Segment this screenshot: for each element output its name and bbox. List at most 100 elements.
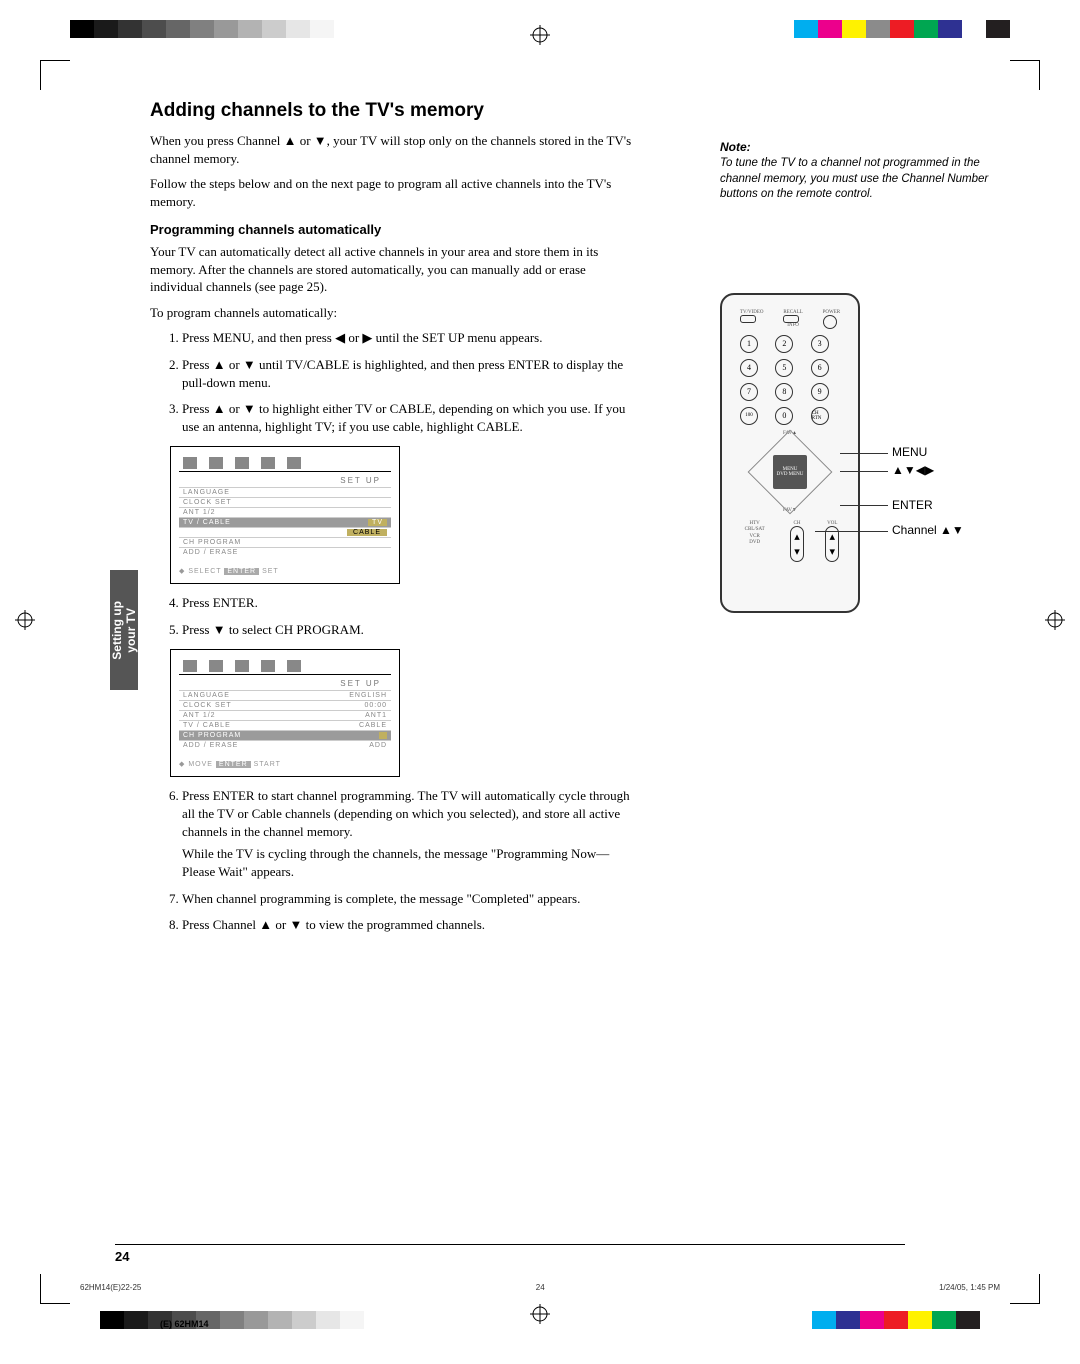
remote-button — [740, 315, 756, 323]
registration-mark — [530, 1304, 550, 1324]
osd-footer-label: SELECT — [188, 568, 221, 575]
chapter-tab-label: Setting upyour TV — [110, 601, 139, 660]
intro-text: When you press Channel ▲ or ▼, your TV w… — [150, 132, 640, 167]
step-item: Press ENTER. — [182, 594, 640, 612]
footer-meta: 62HM14(E)22-25 24 1/24/05, 1:45 PM — [80, 1283, 1000, 1292]
osd-header: SET UP — [179, 476, 391, 485]
footer-page: 24 — [536, 1283, 545, 1292]
remote-number-button: 1 — [740, 335, 758, 353]
remote-number-button: 4 — [740, 359, 758, 377]
body-text: Your TV can automatically detect all act… — [150, 243, 640, 296]
remote-number-button: 3 — [811, 335, 829, 353]
osd-tab-icon — [183, 660, 197, 672]
crop-mark — [1010, 1274, 1040, 1304]
section-subtitle: Programming channels automatically — [150, 222, 640, 237]
osd-row: CLOCK SET — [179, 497, 391, 507]
osd-footer: ◆ SELECT ENTER SET — [179, 567, 391, 575]
osd-screenshot: SET UP LANGUAGECLOCK SETANT 1/2TV / CABL… — [170, 446, 400, 584]
menu-button: MENUDVD MENU — [773, 455, 807, 489]
step-item: Press Channel ▲ or ▼ to view the program… — [182, 916, 640, 934]
osd-row: LANGUAGEENGLISH — [179, 690, 391, 700]
osd-footer: ◆ MOVE ENTER START — [179, 760, 391, 768]
osd-row: TV / CABLETV — [179, 517, 391, 527]
steps-list: Press ENTER. Press ▼ to select CH PROGRA… — [182, 594, 640, 638]
osd-header: SET UP — [179, 679, 391, 688]
step-item: Press ENTER to start channel programming… — [182, 787, 640, 882]
osd-tab-icon — [235, 457, 249, 469]
step-item: Press ▲ or ▼ to highlight either TV or C… — [182, 400, 640, 436]
callout-line — [840, 505, 888, 506]
note-block: Note: To tune the TV to a channel not pr… — [720, 140, 1000, 203]
remote-btn-label: INFO — [783, 323, 802, 328]
registration-mark — [1045, 610, 1065, 630]
steps-list: Press ENTER to start channel programming… — [182, 787, 640, 934]
callout-label: ENTER — [892, 498, 933, 512]
power-button — [823, 315, 837, 329]
remote-label: CH — [790, 521, 804, 526]
remote-number-button: CH RTN — [811, 407, 829, 425]
osd-screenshot: SET UP LANGUAGEENGLISHCLOCK SET00:00ANT … — [170, 649, 400, 777]
chapter-tab: Setting upyour TV — [110, 570, 138, 690]
remote-btn-label: POWER — [823, 310, 841, 315]
remote-mode-label: HTVCBL/SATVCRDVD — [741, 521, 769, 547]
osd-tab-icon — [287, 660, 301, 672]
osd-row: ADD / ERASE — [179, 547, 391, 557]
callout-line — [840, 453, 888, 454]
note-text: To tune the TV to a channel not programm… — [720, 156, 1000, 203]
steps-list: Press MENU, and then press ◀ or ▶ until … — [182, 329, 640, 436]
step-item: When channel programming is complete, th… — [182, 890, 640, 908]
footer-date: 1/24/05, 1:45 PM — [939, 1283, 1000, 1292]
osd-tab-icon — [183, 457, 197, 469]
remote-button — [783, 315, 799, 323]
remote-diagram: TV/VIDEO RECALLINFO POWER 1234567891000C… — [720, 293, 1000, 613]
osd-row: TV / CABLECABLE — [179, 720, 391, 730]
remote-number-button: 2 — [775, 335, 793, 353]
step-subnote: While the TV is cycling through the chan… — [182, 845, 640, 881]
callout-label: Channel ▲▼ — [892, 523, 964, 537]
note-label: Note: — [720, 140, 1000, 154]
osd-tab-icon — [261, 660, 275, 672]
osd-tab-icon — [209, 660, 223, 672]
remote-number-button: 100 — [740, 407, 758, 425]
osd-footer-label: START — [254, 761, 281, 768]
osd-footer-label: MOVE — [188, 761, 213, 768]
remote-number-button: 7 — [740, 383, 758, 401]
remote-label: VOL — [825, 521, 839, 526]
osd-row: ANT 1/2 — [179, 507, 391, 517]
footer-file: 62HM14(E)22-25 — [80, 1283, 141, 1292]
callout-line — [815, 531, 888, 532]
registration-mark — [15, 610, 35, 630]
registration-mark — [530, 25, 550, 45]
step-text: Press ENTER to start channel programming… — [182, 788, 630, 839]
remote-btn-label: TV/VIDEO — [740, 310, 764, 315]
step-item: Press MENU, and then press ◀ or ▶ until … — [182, 329, 640, 347]
osd-row: ADD / ERASEADD — [179, 740, 391, 750]
page-title: Adding channels to the TV's memory — [150, 100, 640, 122]
osd-row: CH PROGRAM — [179, 537, 391, 547]
remote-number-button: 6 — [811, 359, 829, 377]
channel-rocker: ▴▾ — [790, 526, 804, 562]
crop-mark — [40, 1274, 70, 1304]
osd-row: CLOCK SET00:00 — [179, 700, 391, 710]
osd-row: CH PROGRAM — [179, 730, 391, 740]
crop-mark — [40, 60, 70, 90]
osd-row: CABLE — [179, 527, 391, 537]
callout-label: MENU — [892, 445, 927, 459]
body-text: To program channels automatically: — [150, 304, 640, 322]
remote-btn-label: RECALL — [783, 310, 802, 315]
osd-tab-icon — [261, 457, 275, 469]
remote-number-button: 0 — [775, 407, 793, 425]
remote-number-button: 8 — [775, 383, 793, 401]
footer-cut: (E) 62HM14 — [160, 1319, 209, 1329]
remote-number-button: 9 — [811, 383, 829, 401]
remote-number-button: 5 — [775, 359, 793, 377]
step-item: Press ▲ or ▼ until TV/CABLE is highlight… — [182, 356, 640, 392]
osd-tab-icon — [287, 457, 301, 469]
crop-mark — [1010, 60, 1040, 90]
callout-label: ▲▼◀▶ — [892, 463, 934, 477]
step-item: Press ▼ to select CH PROGRAM. — [182, 621, 640, 639]
callout-line — [840, 471, 888, 472]
remote-dpad: MENUDVD MENU — [748, 429, 833, 514]
osd-footer-label: ENTER — [224, 568, 259, 575]
osd-row: LANGUAGE — [179, 487, 391, 497]
